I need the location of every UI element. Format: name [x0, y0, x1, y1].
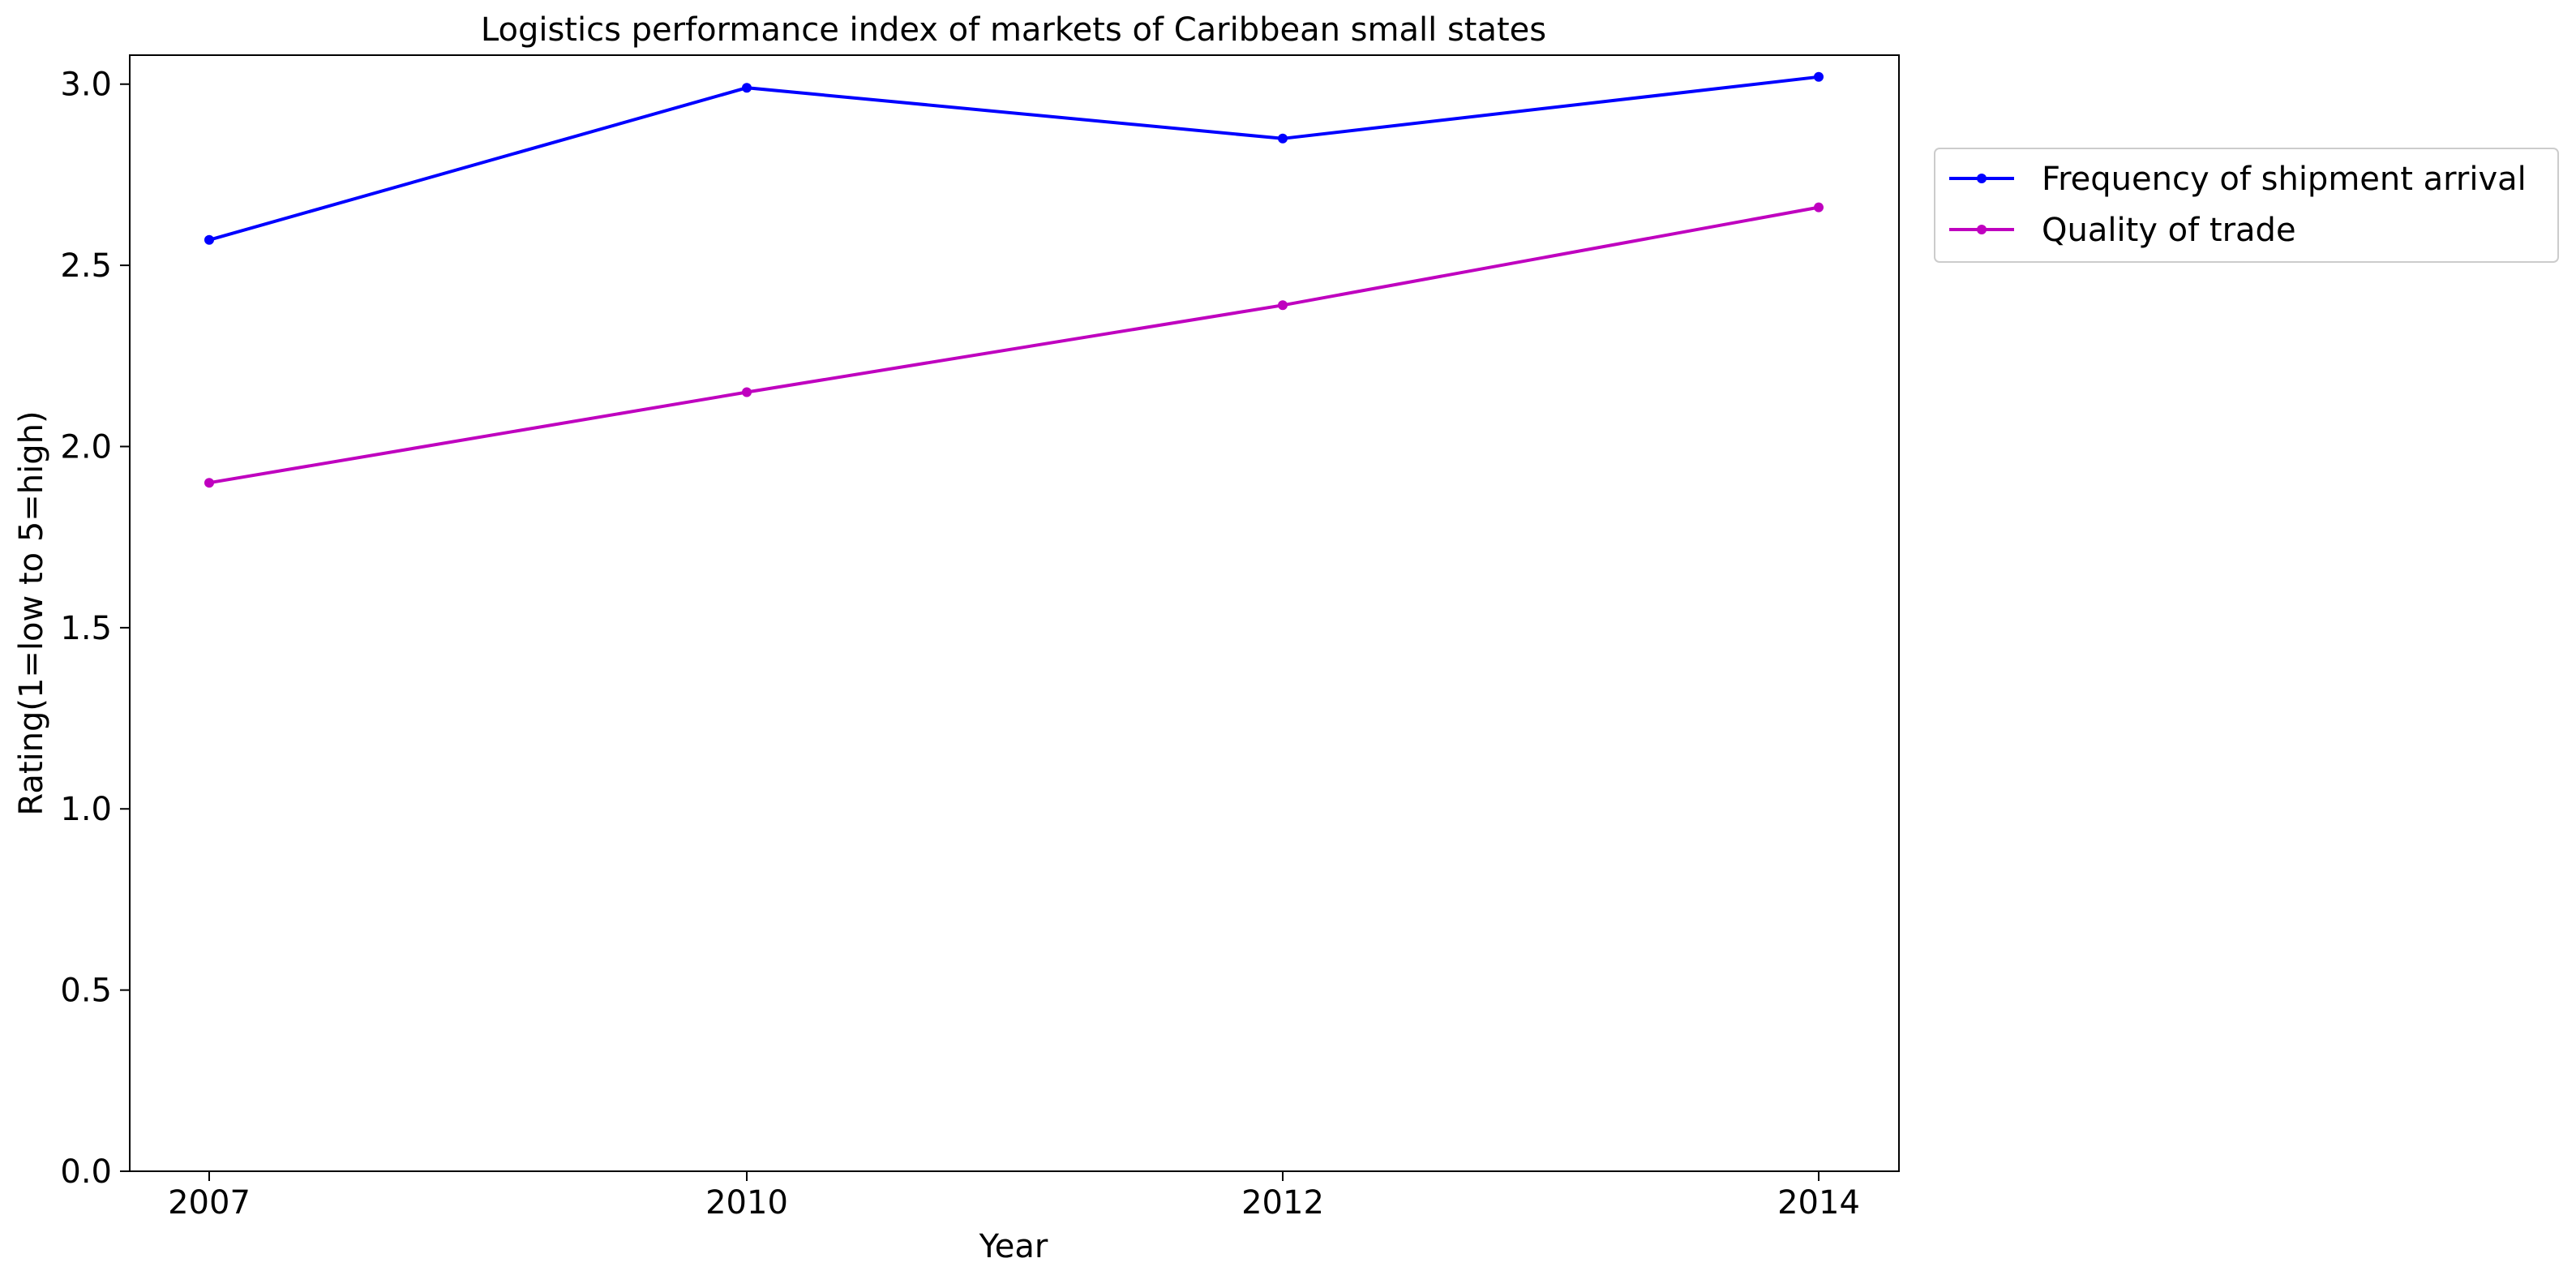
legend-swatch-marker: [1977, 225, 1987, 234]
series-line: [208, 75, 1819, 242]
data-point: [204, 478, 214, 488]
data-point: [742, 387, 752, 397]
y-tick-label: 2.0: [60, 428, 112, 466]
x-axis-label: Year: [979, 1228, 1048, 1265]
y-tick-label: 1.0: [60, 791, 112, 828]
data-point: [1278, 300, 1288, 311]
legend-entries: Frequency of shipment arrival Quality of …: [1949, 161, 2527, 249]
x-tick-label: 2012: [1241, 1184, 1324, 1222]
y-axis: 0.0 0.5 1.0 1.5 2.0 2.5 3.0: [60, 67, 130, 1191]
legend-swatch-marker: [1977, 174, 1987, 183]
x-tick-label: 2010: [705, 1184, 788, 1222]
y-tick-label: 0.0: [60, 1153, 112, 1191]
legend-label: Frequency of shipment arrival: [2042, 161, 2527, 198]
y-tick-label: 0.5: [60, 973, 112, 1010]
legend-label: Quality of trade: [2042, 212, 2296, 249]
y-axis-label: Rating(1=low to 5=high): [13, 410, 50, 815]
legend-box: [1934, 148, 2559, 263]
x-axis: 2007 2010 2012 2014: [168, 1171, 1860, 1222]
data-point: [1814, 202, 1824, 213]
data-point: [1278, 133, 1288, 144]
plot-area: [204, 71, 1824, 488]
chart-title: Logistics performance index of markets o…: [481, 11, 1546, 49]
legend: Frequency of shipment arrival Quality of …: [1934, 148, 2559, 263]
data-point: [204, 234, 214, 245]
x-tick-label: 2014: [1777, 1184, 1860, 1222]
y-tick-label: 3.0: [60, 67, 112, 104]
y-tick-label: 1.5: [60, 610, 112, 647]
y-tick-label: 2.5: [60, 247, 112, 285]
plot-frame: [129, 54, 1900, 1172]
series-line: [208, 205, 1819, 485]
x-tick-label: 2007: [168, 1184, 251, 1222]
data-point: [1814, 71, 1824, 82]
data-point: [742, 83, 752, 93]
